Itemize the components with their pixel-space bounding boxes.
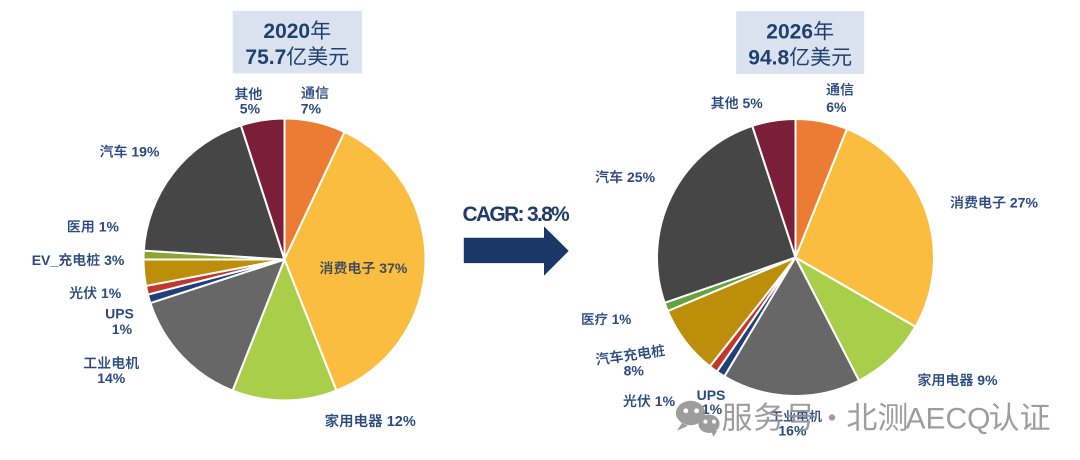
svg-text:1%: 1%: [99, 219, 120, 235]
svg-text:2026: 2026: [766, 21, 813, 44]
svg-text:16%: 16%: [778, 423, 807, 439]
svg-text:5%: 5%: [743, 95, 764, 111]
svg-text:7%: 7%: [301, 100, 322, 116]
svg-text:2020: 2020: [263, 20, 310, 43]
svg-text:25%: 25%: [627, 169, 656, 185]
svg-text:5%: 5%: [240, 100, 261, 116]
svg-text:CAGR: 3.8%: CAGR: 3.8%: [463, 203, 571, 226]
svg-text:1%: 1%: [655, 393, 676, 409]
svg-text:6%: 6%: [826, 99, 847, 115]
svg-text:1%: 1%: [101, 285, 122, 301]
svg-text:UPS: UPS: [697, 387, 726, 403]
svg-text:AECQ: AECQ: [906, 403, 991, 436]
svg-text:EV_: EV_: [32, 252, 59, 268]
svg-text:14%: 14%: [97, 370, 126, 386]
svg-text:8%: 8%: [624, 362, 645, 378]
svg-text:19%: 19%: [131, 144, 160, 160]
svg-text:94.8: 94.8: [748, 47, 789, 70]
svg-text:UPS: UPS: [105, 306, 134, 322]
svg-text:27%: 27%: [1010, 195, 1039, 211]
svg-text:75.7: 75.7: [245, 46, 286, 69]
svg-text:9%: 9%: [977, 372, 998, 388]
svg-text:12%: 12%: [387, 414, 416, 430]
svg-text:3%: 3%: [104, 252, 125, 268]
svg-text:1%: 1%: [612, 312, 632, 327]
svg-text:37%: 37%: [379, 260, 408, 276]
svg-text:1%: 1%: [112, 321, 133, 337]
svg-text:1%: 1%: [702, 401, 723, 417]
